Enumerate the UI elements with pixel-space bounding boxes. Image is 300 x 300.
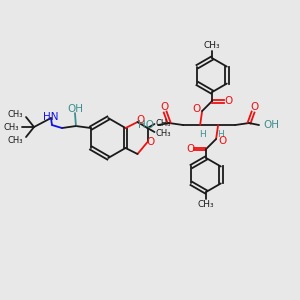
Text: OH: OH bbox=[263, 120, 279, 130]
Text: O: O bbox=[160, 102, 168, 112]
Text: CH₃: CH₃ bbox=[155, 128, 171, 137]
Text: CH₃: CH₃ bbox=[198, 200, 214, 209]
Text: O: O bbox=[146, 137, 154, 147]
Text: CH₃: CH₃ bbox=[155, 118, 171, 127]
Text: O: O bbox=[224, 96, 232, 106]
Text: O: O bbox=[192, 104, 200, 114]
Text: O: O bbox=[136, 115, 145, 125]
Text: O: O bbox=[186, 144, 194, 154]
Text: HN: HN bbox=[43, 112, 59, 122]
Text: CH₃: CH₃ bbox=[204, 41, 220, 50]
Text: HO: HO bbox=[138, 120, 154, 130]
Text: H: H bbox=[217, 130, 224, 139]
Text: CH₃: CH₃ bbox=[4, 122, 19, 131]
Text: O: O bbox=[250, 102, 258, 112]
Text: CH₃: CH₃ bbox=[8, 136, 23, 145]
Text: OH: OH bbox=[67, 104, 83, 114]
Text: CH₃: CH₃ bbox=[8, 110, 23, 118]
Text: H: H bbox=[199, 130, 206, 139]
Text: O: O bbox=[218, 136, 226, 146]
